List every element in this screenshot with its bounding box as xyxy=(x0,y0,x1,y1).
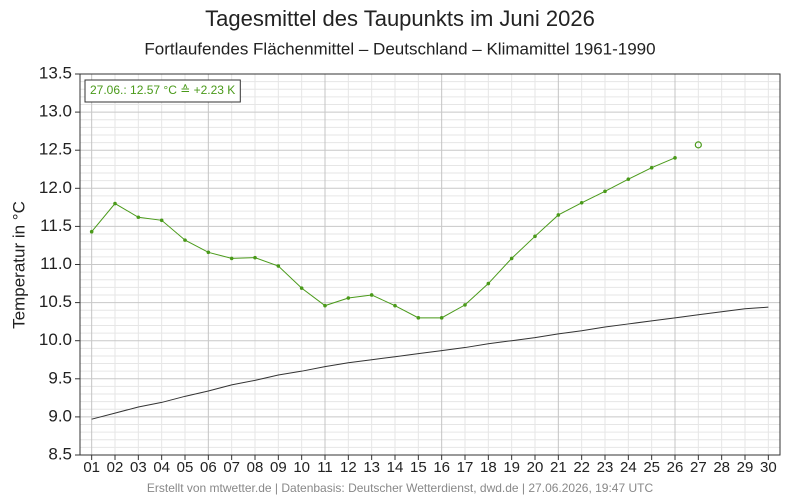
point xyxy=(276,264,281,268)
x-tick-label: 03 xyxy=(130,459,147,476)
x-tick-label: 10 xyxy=(293,459,310,476)
x-tick-label: 26 xyxy=(667,459,684,476)
x-tick-label: 27 xyxy=(690,459,707,476)
y-tick-label: 9.0 xyxy=(48,406,72,425)
y-axis-label: Temperatur in °C xyxy=(9,201,28,329)
x-tick-label: 07 xyxy=(223,459,240,476)
x-tick-label: 17 xyxy=(457,459,474,476)
point xyxy=(369,293,374,297)
x-tick-label: 13 xyxy=(363,459,380,476)
point xyxy=(416,316,421,320)
y-tick-label: 9.5 xyxy=(48,368,72,387)
point xyxy=(673,156,677,160)
y-tick-label: 11.0 xyxy=(40,254,72,273)
point xyxy=(113,201,117,206)
point xyxy=(556,213,561,217)
annotation-box xyxy=(84,79,241,103)
point xyxy=(533,234,537,239)
point xyxy=(694,141,702,149)
x-tick-label: 01 xyxy=(83,459,100,476)
chart-title: Tagesmittel des Taupunkts im Juni 2026 xyxy=(205,6,595,31)
x-tick-label: 09 xyxy=(270,459,287,476)
y-tick-label: 11.5 xyxy=(40,216,72,235)
point xyxy=(463,303,467,307)
point xyxy=(649,165,654,170)
y-tick-label: 13.0 xyxy=(39,102,72,121)
x-tick-label: 14 xyxy=(387,459,404,476)
point xyxy=(323,303,327,308)
x-tick-label: 28 xyxy=(713,459,730,476)
x-tick-label: 19 xyxy=(503,459,520,476)
y-tick-label: 10.5 xyxy=(39,292,72,311)
x-tick-label: 12 xyxy=(340,459,357,476)
x-tick-label: 23 xyxy=(597,459,614,476)
point xyxy=(136,215,141,220)
point xyxy=(229,256,234,261)
y-tick-label: 12.0 xyxy=(39,178,72,197)
point xyxy=(603,189,607,194)
footer: Erstellt von mtwetter.de | Datenbasis: D… xyxy=(147,481,654,495)
x-tick-label: 30 xyxy=(760,459,777,476)
x-tick-label: 04 xyxy=(153,459,170,476)
x-tick-label: 21 xyxy=(550,459,567,476)
annotation: 27.06.: 12.57 °C ≙ +2.23 K xyxy=(90,83,235,97)
x-tick-label: 16 xyxy=(433,459,450,476)
x-tick-label: 11 xyxy=(317,459,333,476)
series-line xyxy=(91,306,769,420)
x-tick-label: 08 xyxy=(247,459,264,476)
x-tick-label: 02 xyxy=(107,459,124,476)
x-tick-label: 25 xyxy=(643,459,660,476)
point xyxy=(509,256,514,261)
point xyxy=(206,250,211,255)
x-tick-label: 24 xyxy=(620,459,637,476)
point xyxy=(579,200,584,205)
chart-subtitle: Fortlaufendes Flächenmittel – Deutschlan… xyxy=(144,39,655,58)
point xyxy=(439,316,444,320)
point xyxy=(346,296,351,300)
y-tick-label: 8.5 xyxy=(48,444,72,463)
point xyxy=(159,218,164,223)
x-tick-label: 05 xyxy=(177,459,194,476)
point xyxy=(486,281,491,286)
x-tick-label: 18 xyxy=(480,459,497,476)
y-tick-label: 13.5 xyxy=(39,63,72,82)
point xyxy=(299,286,304,290)
point xyxy=(253,255,257,260)
point xyxy=(183,238,187,242)
x-tick-label: 22 xyxy=(573,459,590,476)
x-tick-label: 29 xyxy=(737,459,754,476)
point xyxy=(89,229,94,234)
point xyxy=(626,177,631,181)
point xyxy=(393,303,397,308)
x-tick-label: 06 xyxy=(200,459,217,476)
y-tick-label: 10.0 xyxy=(39,330,72,349)
y-tick-label: 12.5 xyxy=(39,140,72,159)
series-line xyxy=(91,157,676,319)
x-tick-label: 15 xyxy=(410,459,427,476)
x-tick-label: 20 xyxy=(527,459,544,476)
plot-frame xyxy=(79,73,781,456)
